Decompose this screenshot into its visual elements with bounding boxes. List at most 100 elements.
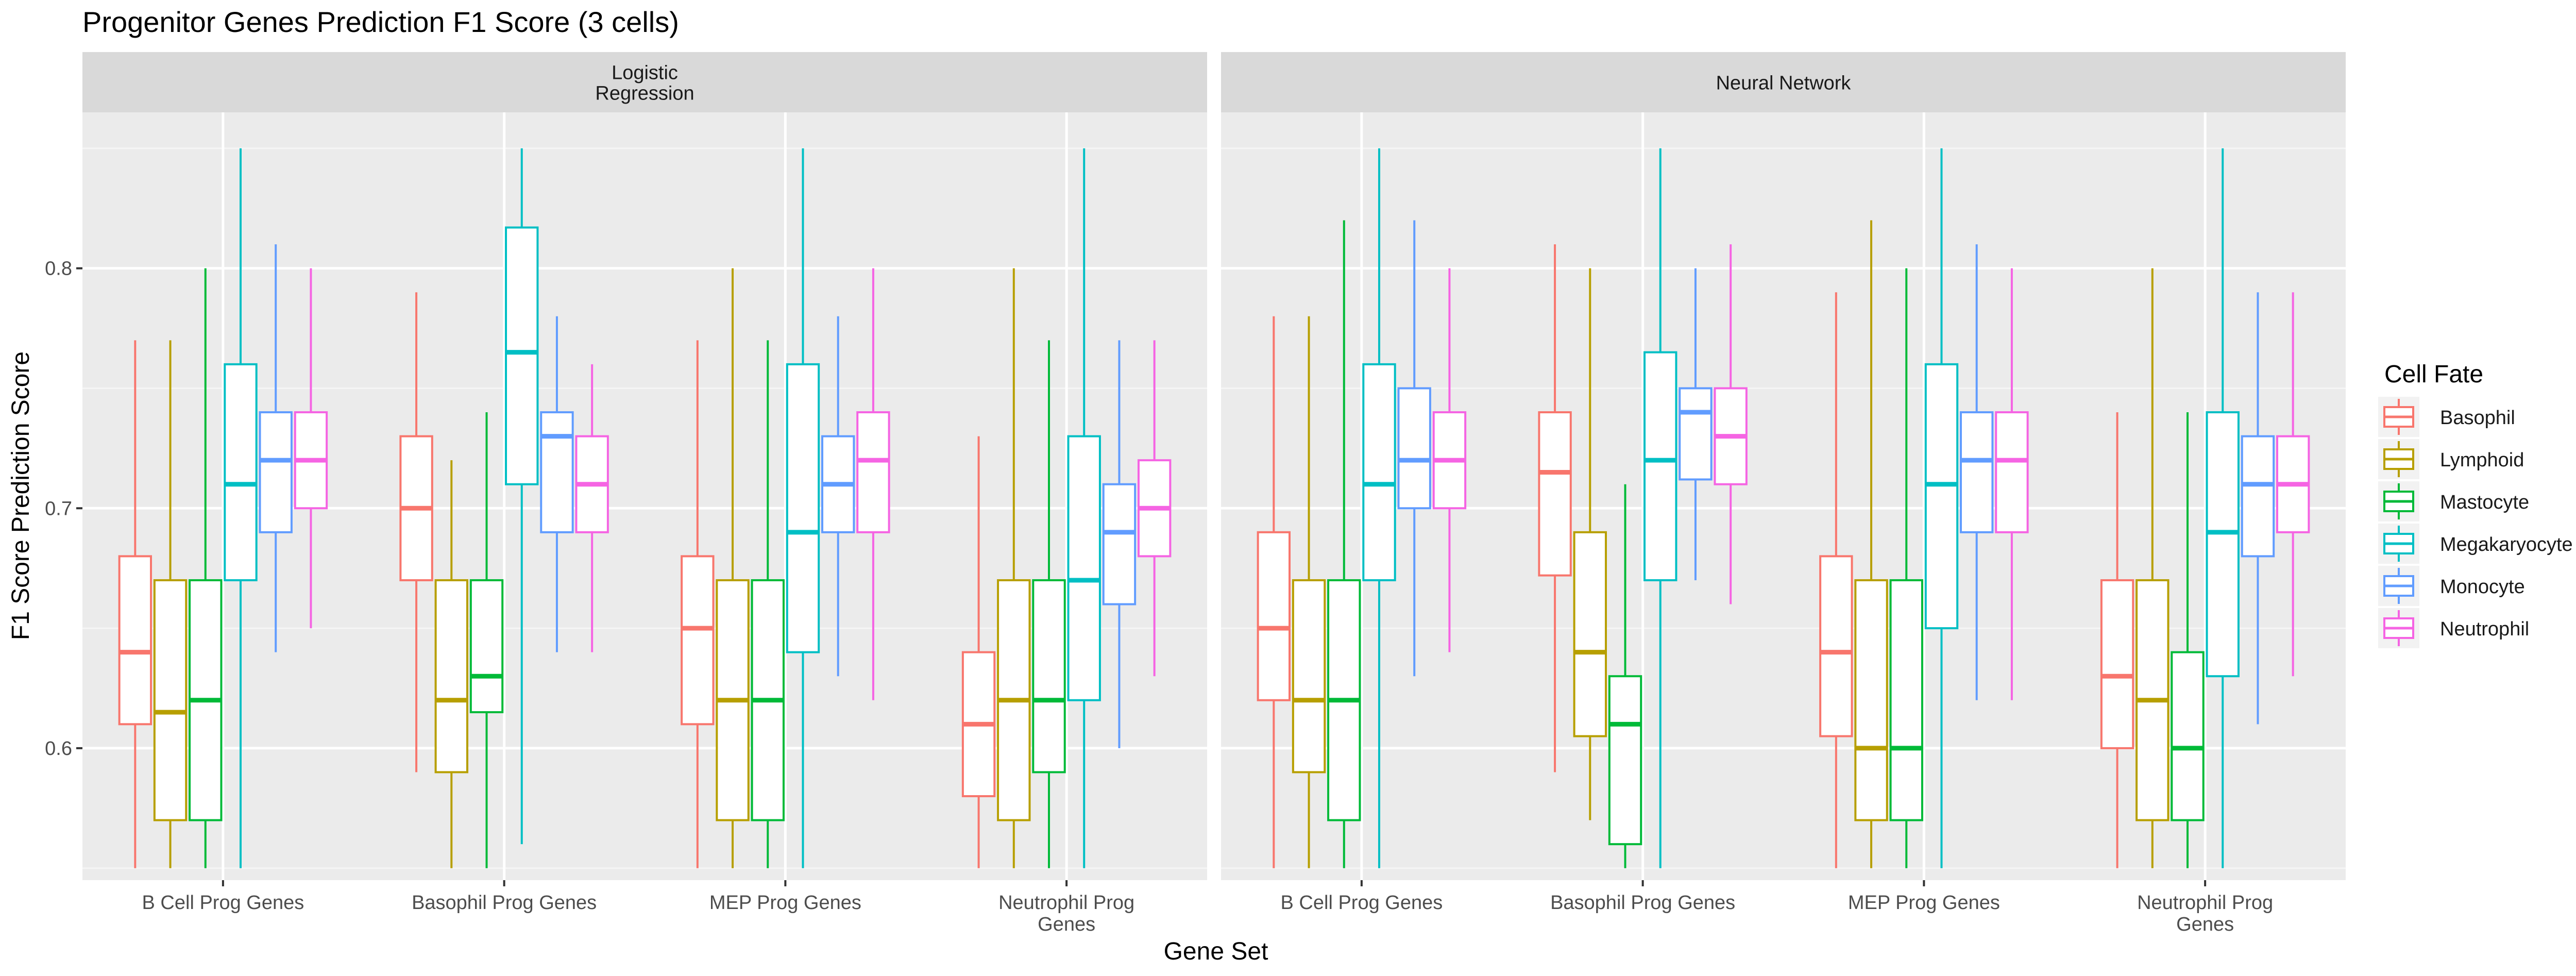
legend-label: Megakaryocyte <box>2440 534 2573 556</box>
y-tick-label: 0.8 <box>45 258 72 280</box>
box-body <box>259 411 293 533</box>
box-mastocyte <box>2171 412 2205 868</box>
legend-item: Basophil <box>2378 397 2515 437</box>
box-body <box>540 411 574 533</box>
box-neutrophil <box>2276 292 2310 677</box>
box-body <box>505 226 539 485</box>
box-neutrophil <box>1714 244 1748 604</box>
box-neutrophil <box>1995 268 2029 700</box>
box-body <box>2100 579 2134 749</box>
box-megakaryocyte <box>1924 148 1959 868</box>
box-basophil <box>399 292 433 772</box>
box-body <box>681 555 715 726</box>
legend-label: Mastocyte <box>2440 492 2529 513</box>
box-megakaryocyte <box>2206 148 2240 868</box>
chart-title: Progenitor Genes Prediction F1 Score (3 … <box>82 6 679 38</box>
box-body <box>1889 579 1923 821</box>
box-megakaryocyte <box>1067 148 1101 868</box>
facet-strip <box>1221 52 2346 112</box>
box-megakaryocyte <box>224 148 258 868</box>
box-megakaryocyte <box>786 148 820 868</box>
box-body <box>1067 435 1101 701</box>
x-tick-label: MEP Prog Genes <box>1848 892 2000 914</box>
box-monocyte <box>2241 292 2275 725</box>
facet-strip <box>82 52 1207 112</box>
box-mastocyte <box>1889 268 1923 868</box>
legend: Cell Fate Basophil Lymphoid Mastocyte Megak… <box>2378 361 2573 648</box>
legend-item: Neutrophil <box>2378 608 2529 648</box>
box-megakaryocyte <box>1362 148 1396 868</box>
x-tick-label: Genes <box>2176 914 2234 935</box>
box-mastocyte <box>1327 220 1361 868</box>
box-monocyte <box>259 244 293 652</box>
legend-title: Cell Fate <box>2384 361 2483 388</box>
box-body <box>1292 579 1326 773</box>
x-tick-label: MEP Prog Genes <box>709 892 861 914</box>
x-tick-label: B Cell Prog Genes <box>1281 892 1443 914</box>
box-body <box>1995 411 2029 533</box>
box-monocyte <box>1397 220 1431 677</box>
box-basophil <box>1819 292 1853 868</box>
box-monocyte <box>1960 244 1994 700</box>
box-body <box>434 579 468 773</box>
legend-label: Neutrophil <box>2440 618 2529 640</box>
box-body <box>2241 435 2275 558</box>
box-body <box>1679 387 1713 481</box>
box-lymphoid <box>1292 316 1326 868</box>
box-mastocyte <box>1032 340 1066 868</box>
box-body <box>1643 351 1677 581</box>
box-body <box>153 579 188 821</box>
box-megakaryocyte <box>505 148 539 845</box>
box-neutrophil <box>1432 268 1467 652</box>
box-body <box>1608 675 1642 846</box>
x-axis-label: Gene Set <box>1164 938 1268 965</box>
box-mastocyte <box>469 412 504 868</box>
box-body <box>2171 651 2205 821</box>
box-basophil <box>681 340 715 868</box>
box-mastocyte <box>1608 484 1642 868</box>
legend-label: Monocyte <box>2440 576 2525 598</box>
box-body <box>1573 531 1607 737</box>
box-body <box>856 411 890 533</box>
box-neutrophil <box>1137 340 1172 677</box>
box-body <box>2206 411 2240 678</box>
box-lymphoid <box>716 268 750 868</box>
box-lymphoid <box>434 460 468 868</box>
box-neutrophil <box>294 268 328 629</box>
box-neutrophil <box>575 364 609 652</box>
box-mastocyte <box>751 340 785 868</box>
facet-strip-label: Neural Network <box>1716 73 1852 94</box>
box-basophil <box>2100 412 2134 868</box>
box-body <box>786 363 820 653</box>
box-basophil <box>1538 244 1572 772</box>
box-monocyte <box>540 316 574 652</box>
x-tick-label: Neutrophil Prog <box>998 892 1134 914</box>
box-lymphoid <box>1573 268 1607 820</box>
box-body <box>1924 363 1959 630</box>
legend-item: Monocyte <box>2378 566 2525 606</box>
box-megakaryocyte <box>1643 148 1677 868</box>
box-body <box>1032 579 1066 773</box>
x-tick-label: Basophil Prog Genes <box>1550 892 1735 914</box>
legend-label: Basophil <box>2440 407 2515 429</box>
box-body <box>1819 555 1853 737</box>
box-lymphoid <box>2136 268 2170 868</box>
x-tick-label: Genes <box>1038 914 1095 935</box>
legend-items: Basophil Lymphoid Mastocyte Megakaryocyte Mo… <box>2378 397 2573 648</box>
legend-item: Lymphoid <box>2378 439 2524 479</box>
y-axis-label: F1 Score Prediction Score <box>7 351 35 640</box>
box-lymphoid <box>1854 220 1888 868</box>
box-lymphoid <box>997 268 1031 868</box>
box-body <box>224 363 258 581</box>
facet-strip-label: Regression <box>595 83 694 105</box>
box-neutrophil <box>856 268 890 700</box>
box-monocyte <box>1102 340 1137 748</box>
box-lymphoid <box>153 340 188 868</box>
y-tick-label: 0.7 <box>45 498 72 519</box>
box-body <box>469 579 504 714</box>
facet-strip-label: Logistic <box>612 62 678 84</box>
x-tick-label: Neutrophil Prog <box>2137 892 2273 914</box>
